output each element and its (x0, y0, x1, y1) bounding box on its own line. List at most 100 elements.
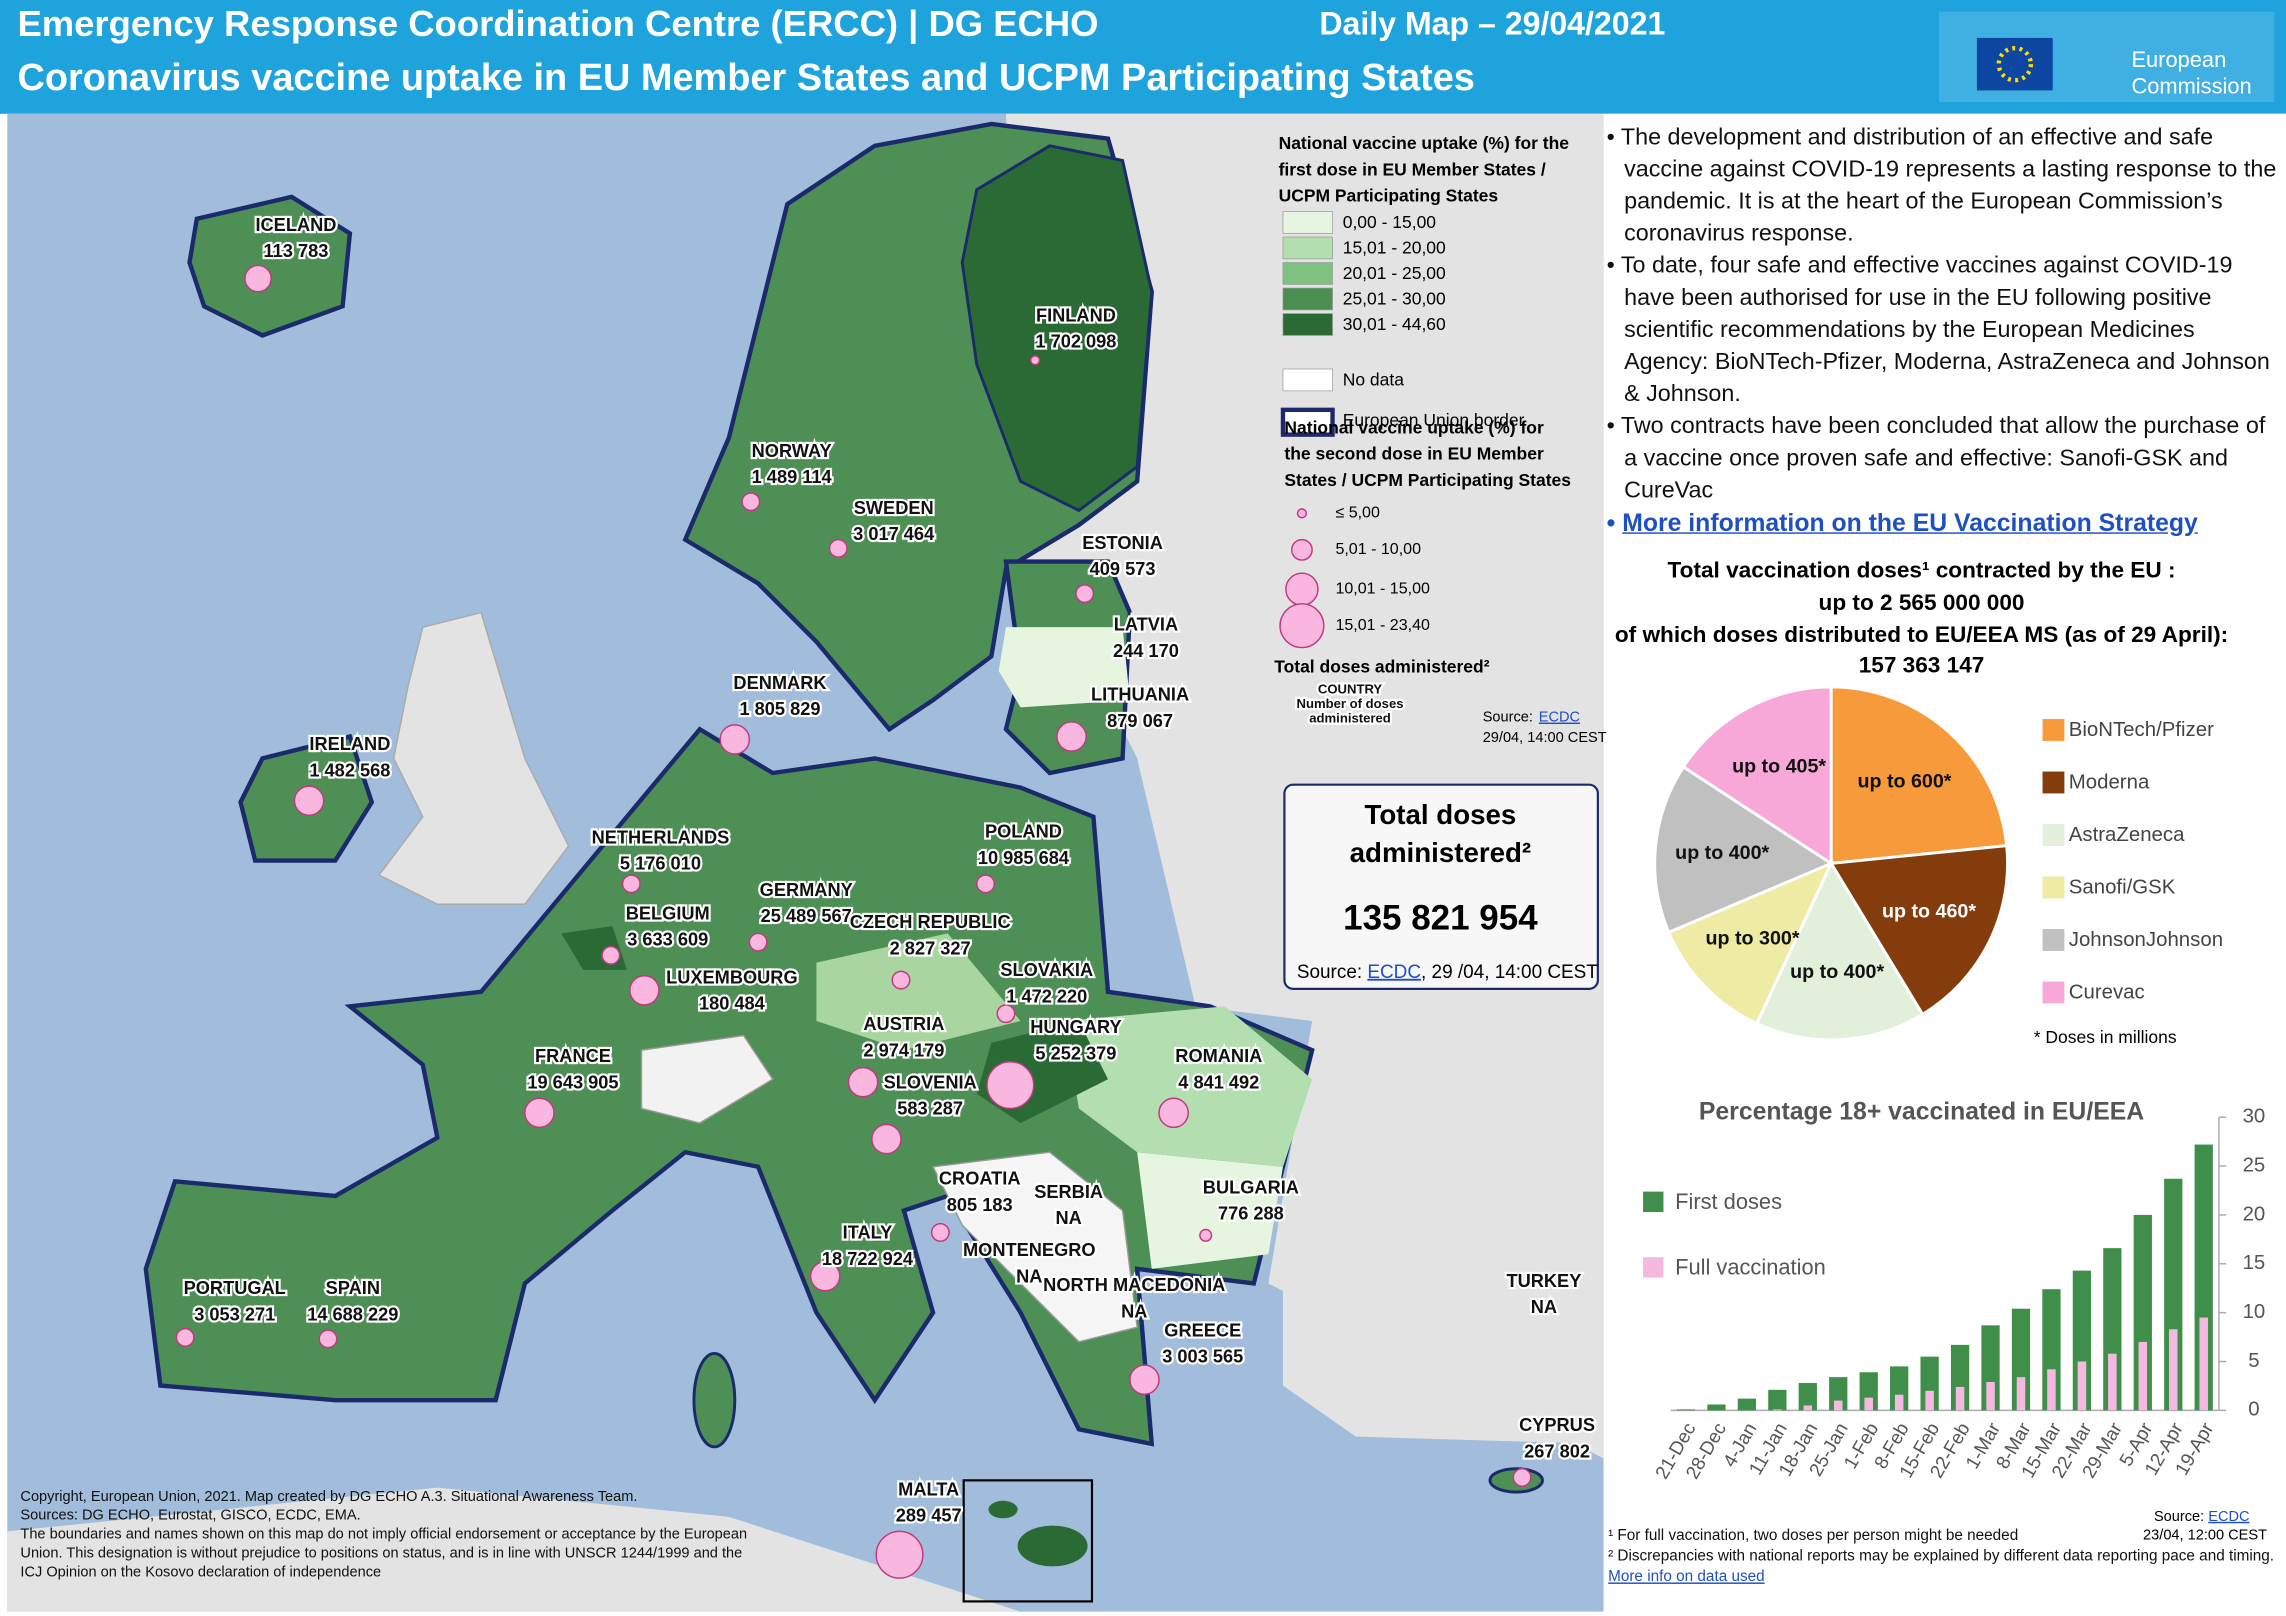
y-tick-label: 20 (2243, 1203, 2266, 1225)
bar (1986, 1382, 1995, 1411)
country-name: NETHERLANDS (592, 827, 730, 847)
country-name: ROMANIA (1175, 1046, 1262, 1066)
second-dose-marker (601, 945, 621, 965)
legend-sample: administered (1309, 710, 1391, 725)
malta-inset (962, 1479, 1094, 1603)
country-name: FINLAND (1036, 305, 1116, 325)
legend-swatch (1282, 236, 1333, 260)
legend-label: 20,01 - 25,00 (1343, 263, 1446, 283)
bar (1950, 1344, 1970, 1411)
bullets-box: • The development and distribution of an… (1607, 125, 2281, 537)
malta-island (1017, 1525, 1088, 1567)
country-name: BELGIUM (626, 903, 710, 923)
header-bar (0, 0, 2286, 114)
footnote: ¹ For full vaccination, two doses per pe… (1608, 1527, 2019, 1545)
legend-swatch (1643, 1257, 1664, 1278)
country-name: SERBIA (1034, 1182, 1103, 1202)
second-dose-marker (1158, 1097, 1189, 1129)
country-doses: 409 573 (1090, 559, 1156, 579)
country-doses: 3 053 271 (194, 1304, 275, 1324)
country-doses: 583 287 (897, 1099, 963, 1119)
map-legend: National vaccine uptake (%) for the first… (1274, 133, 1607, 746)
bar-source: Source: ECDC (2154, 1509, 2250, 1525)
bar (2108, 1353, 2117, 1411)
country-name: HUNGARY (1030, 1017, 1121, 1037)
bar-title: Percentage 18+ vaccinated in EU/EEA (1699, 1098, 2144, 1125)
country-doses: 879 067 (1107, 711, 1173, 731)
legend-circle (1290, 538, 1313, 561)
bar (2072, 1270, 2092, 1411)
country-name: PORTUGAL (184, 1278, 286, 1298)
bar (2042, 1289, 2061, 1411)
country-name: IRELAND (309, 734, 390, 754)
source: Source: (1297, 962, 1368, 983)
country-doses: NA (1055, 1208, 1081, 1228)
legend-source: Source: ECDC (1483, 709, 1580, 725)
source-link[interactable]: ECDC (2208, 1509, 2249, 1525)
country-doses: 4 841 492 (1178, 1072, 1259, 1092)
legend-swatch (2042, 876, 2065, 899)
legend-label: AstraZeneca (2069, 824, 2185, 846)
country-name: CYPRUS (1519, 1415, 1595, 1435)
footnote-link[interactable]: More info on data used (1608, 1567, 1765, 1586)
legend-title: National vaccine uptake (%) for the (1279, 133, 1570, 153)
bar (2194, 1144, 2213, 1411)
second-dose-marker (1075, 584, 1095, 604)
legend-title: first dose in EU Member States / (1279, 159, 1546, 179)
country-name: CROATIA (939, 1169, 1021, 1189)
bar (1925, 1390, 1934, 1411)
country-doses: 3 633 609 (627, 930, 708, 950)
country-doses: NA (1121, 1301, 1147, 1321)
legend-label: European Union border (1343, 410, 1525, 430)
legend-circle (1296, 508, 1308, 519)
bar (1829, 1377, 1848, 1411)
legend-sample: Number of doses (1296, 696, 1403, 711)
bar (2133, 1214, 2152, 1411)
legend-swatch (1282, 313, 1333, 336)
source-link[interactable]: ECDC (1367, 962, 1421, 983)
country-name: MONTENEGRO (963, 1240, 1096, 1260)
country-doses: NA (1016, 1266, 1042, 1286)
bar (2199, 1317, 2208, 1411)
bar (1798, 1382, 1817, 1411)
total-source: Source: ECDC, 29 /04, 14:00 CEST (1297, 962, 1598, 983)
legend-label: 5,01 - 10,00 (1335, 540, 1421, 558)
country-doses: 805 183 (947, 1195, 1013, 1215)
bar (1890, 1366, 1909, 1411)
bar (2164, 1178, 2183, 1411)
y-tick-label: 5 (2248, 1350, 2259, 1372)
pie-value-label: up to 400* (1675, 842, 1769, 864)
second-dose-marker (1512, 1467, 1532, 1487)
legend-label: Curevac (2069, 982, 2145, 1004)
bar (2138, 1341, 2148, 1411)
total-box (1283, 783, 1599, 990)
second-dose-marker (293, 785, 325, 817)
bullet: • Two contracts have been concluded that… (1607, 411, 2281, 507)
total-value: 135 821 954 (1343, 899, 1538, 938)
country-doses: 3 017 464 (853, 524, 935, 544)
y-tick-label: 15 (2243, 1252, 2266, 1274)
bar (1773, 1409, 1782, 1411)
logo-text: European (2131, 47, 2226, 72)
source-date: , 29 /04, 14:00 CEST (1421, 962, 1598, 983)
sardinia (692, 1352, 737, 1449)
copyright-line: Sources: DG ECHO, Eurostat, GISCO, ECDC,… (20, 1508, 361, 1525)
legend-title: UCPM Participating States (1279, 186, 1499, 206)
country-name: LUXEMBOURG (666, 967, 798, 987)
strategy-link[interactable]: More information on the EU Vaccination S… (1622, 509, 2198, 537)
bar (2103, 1248, 2122, 1411)
legend-label: 15,01 - 20,00 (1343, 237, 1446, 257)
pie-note: * Doses in millions (2034, 1027, 2177, 1047)
bar (2011, 1308, 2031, 1411)
second-dose-marker (318, 1329, 338, 1349)
country-name: LITHUANIA (1091, 685, 1189, 705)
bullet-text: Two contracts have been concluded that a… (1620, 414, 2266, 504)
country-doses: 289 457 (896, 1506, 962, 1526)
second-dose-marker (809, 1260, 841, 1292)
y-tick-label: 10 (2243, 1301, 2266, 1323)
malta-island (988, 1500, 1018, 1519)
country-doses: 267 802 (1524, 1441, 1590, 1461)
source-link[interactable]: ECDC (1539, 709, 1580, 725)
bar (1676, 1409, 1696, 1411)
